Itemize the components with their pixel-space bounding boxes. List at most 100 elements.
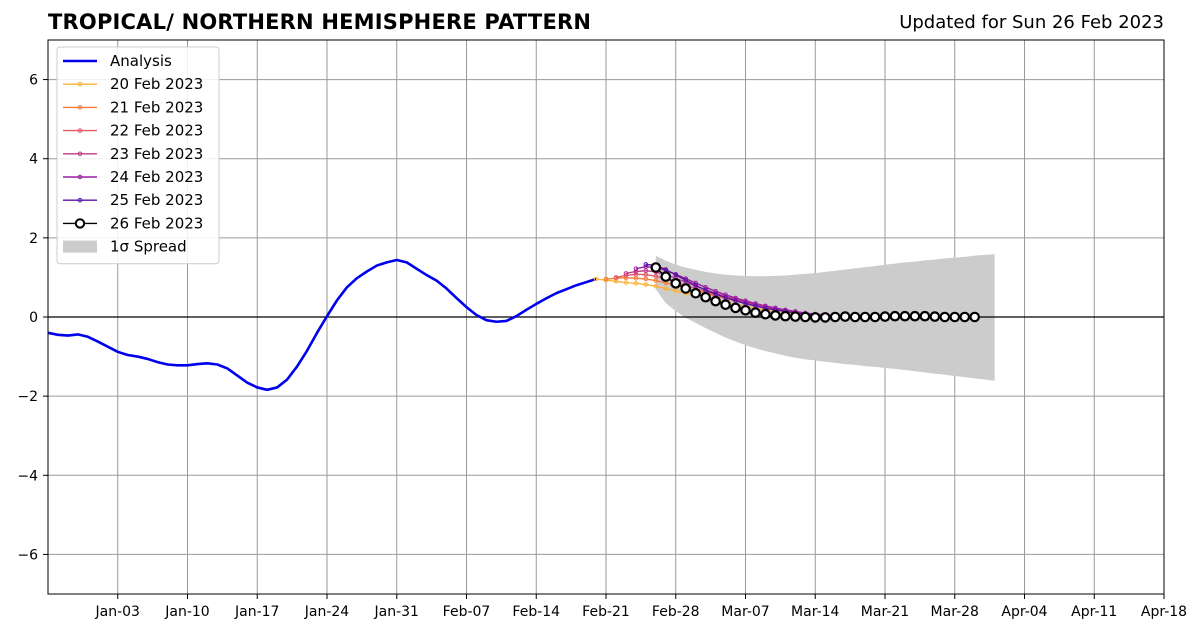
forecast-point bbox=[663, 267, 669, 272]
forecast-point bbox=[733, 295, 738, 301]
latest-point bbox=[710, 295, 721, 307]
legend-marker bbox=[77, 174, 83, 180]
latest-point bbox=[690, 287, 701, 299]
latest-point bbox=[650, 262, 662, 273]
legend-label: 1σ Spread bbox=[110, 238, 187, 256]
legend-label: 20 Feb 2023 bbox=[110, 75, 203, 93]
x-tick-label: Mar-21 bbox=[861, 604, 909, 620]
latest-point bbox=[939, 311, 951, 323]
latest-point bbox=[770, 310, 781, 321]
axis-ticks: Jan-03 Jan-10 Jan-17 Jan-24 Jan-31 Feb-07 Feb-… bbox=[17, 73, 1187, 620]
latest-point bbox=[750, 307, 761, 318]
forecast-point bbox=[733, 298, 738, 304]
x-tick-label: Mar-28 bbox=[931, 604, 979, 620]
x-tick-label: Mar-07 bbox=[721, 604, 769, 620]
latest-point bbox=[879, 311, 891, 322]
legend-item-25-feb-2023: 25 Feb 2023 bbox=[63, 191, 203, 209]
latest-point bbox=[839, 311, 851, 322]
x-tick-label: Jan-31 bbox=[374, 604, 419, 620]
latest-point bbox=[869, 311, 881, 323]
legend-label: 22 Feb 2023 bbox=[110, 122, 203, 140]
forecast-point bbox=[633, 266, 639, 272]
latest-point bbox=[889, 310, 901, 322]
forecast-point bbox=[633, 281, 639, 286]
latest-point bbox=[929, 311, 941, 322]
legend-marker bbox=[77, 151, 83, 157]
forecast-point bbox=[673, 272, 679, 278]
latest-point bbox=[700, 291, 711, 303]
latest-point bbox=[849, 311, 861, 323]
y-tick-label: −2 bbox=[17, 389, 38, 405]
y-tick-label: 4 bbox=[29, 152, 38, 168]
legend-item-23-feb-2023: 23 Feb 2023 bbox=[63, 145, 203, 163]
forecast-point bbox=[683, 277, 689, 283]
series-group bbox=[47, 258, 980, 392]
forecast-point bbox=[593, 276, 599, 282]
latest-point bbox=[660, 271, 672, 282]
latest-point bbox=[780, 310, 791, 322]
forecast-point bbox=[603, 276, 609, 282]
legend-label: Analysis bbox=[110, 52, 172, 70]
latest-point bbox=[899, 310, 911, 322]
legend-marker bbox=[77, 81, 83, 87]
x-tick-label: Jan-10 bbox=[164, 604, 209, 620]
legend-item-22-feb-2023: 22 Feb 2023 bbox=[63, 122, 203, 140]
latest-point bbox=[969, 311, 980, 323]
chart-title: TROPICAL/ NORTHERN HEMISPHERE PATTERN bbox=[48, 10, 592, 34]
legend-item-21-feb-2023: 21 Feb 2023 bbox=[63, 98, 203, 116]
x-tick-label: Feb-14 bbox=[512, 604, 560, 620]
forecast-point bbox=[613, 275, 619, 280]
forecast-point bbox=[703, 287, 708, 293]
legend-label: 23 Feb 2023 bbox=[110, 145, 203, 163]
x-tick-label: Apr-18 bbox=[1141, 604, 1187, 620]
legend-label: 21 Feb 2023 bbox=[110, 98, 203, 116]
y-tick-label: 6 bbox=[29, 73, 38, 89]
x-tick-label: Mar-14 bbox=[791, 604, 839, 620]
forecast-point bbox=[623, 273, 629, 278]
legend-item-1-spread: 1σ Spread bbox=[63, 238, 187, 256]
forecast-point bbox=[623, 271, 629, 276]
latest-point bbox=[809, 312, 821, 323]
latest-point bbox=[919, 310, 931, 322]
legend-swatch bbox=[63, 240, 97, 253]
latest-point bbox=[680, 283, 692, 294]
x-tick-label: Feb-28 bbox=[652, 604, 700, 620]
latest-point bbox=[949, 311, 961, 323]
x-tick-label: Feb-21 bbox=[582, 604, 630, 620]
legend-item-24-feb-2023: 24 Feb 2023 bbox=[63, 168, 203, 186]
y-tick-label: 2 bbox=[29, 231, 38, 247]
latest-point bbox=[859, 311, 871, 323]
legend-marker bbox=[77, 197, 83, 203]
x-tick-label: Apr-04 bbox=[1001, 604, 1047, 620]
legend-item-analysis: Analysis bbox=[63, 52, 172, 70]
forecast-point bbox=[653, 283, 659, 289]
forecast-point bbox=[653, 278, 659, 283]
legend-item-20-feb-2023: 20 Feb 2023 bbox=[63, 75, 203, 93]
forecast-point bbox=[693, 283, 698, 288]
forecast-point bbox=[643, 282, 649, 287]
legend-box bbox=[56, 46, 220, 265]
latest-point bbox=[740, 304, 751, 316]
forecast-point bbox=[703, 285, 708, 290]
latest-point bbox=[829, 311, 841, 323]
x-tick-label: Feb-07 bbox=[443, 604, 491, 620]
forecast-point bbox=[713, 288, 718, 294]
latest-point bbox=[799, 311, 811, 323]
forecast-point bbox=[623, 280, 629, 285]
latest-point bbox=[760, 308, 771, 320]
analysis-line bbox=[47, 258, 597, 392]
x-tick-label: Jan-24 bbox=[304, 604, 350, 620]
latest-point bbox=[670, 278, 682, 289]
forecast-point bbox=[653, 273, 659, 279]
forecast-latest bbox=[650, 262, 980, 323]
legend-label: 24 Feb 2023 bbox=[110, 168, 203, 186]
forecast-point bbox=[633, 271, 639, 277]
forecast-point bbox=[723, 295, 728, 300]
x-tick-label: Apr-11 bbox=[1071, 604, 1117, 620]
x-tick-label: Jan-17 bbox=[234, 604, 279, 620]
forecast-point bbox=[633, 269, 639, 274]
forecast-point bbox=[723, 292, 728, 298]
updated-date: Updated for Sun 26 Feb 2023 bbox=[899, 12, 1164, 33]
forecast-point bbox=[673, 288, 679, 294]
